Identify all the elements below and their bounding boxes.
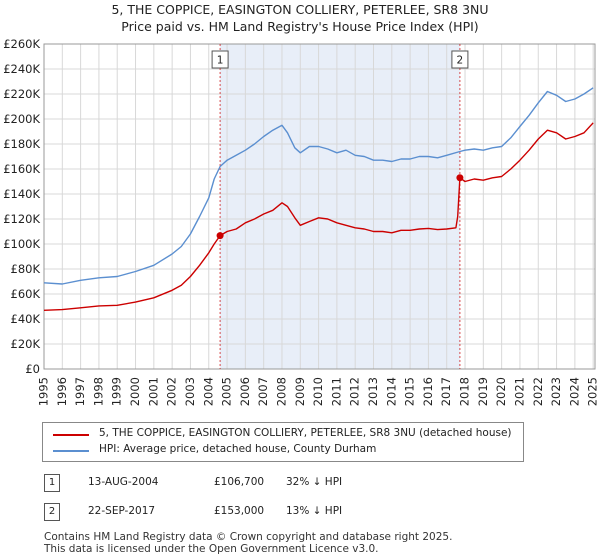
footer-copyright: Contains HM Land Registry data © Crown c… bbox=[44, 531, 453, 543]
x-tick-label: 2016 bbox=[421, 377, 435, 406]
chart-subtitle: Price paid vs. HM Land Registry's House … bbox=[121, 19, 479, 34]
legend-swatch-hpi bbox=[53, 450, 89, 452]
x-tick-label: 2010 bbox=[311, 377, 325, 406]
legend-label-property: 5, THE COPPICE, EASINGTON COLLIERY, PETE… bbox=[99, 427, 512, 439]
y-tick-label: £100K bbox=[3, 237, 40, 251]
y-tick-label: £20K bbox=[11, 337, 41, 351]
x-tick-label: 2023 bbox=[549, 377, 563, 406]
sale-marker-box bbox=[451, 50, 469, 69]
x-tick-label: 1999 bbox=[110, 377, 124, 406]
x-tick-label: 2009 bbox=[293, 377, 307, 406]
legend-swatch-property bbox=[53, 434, 89, 436]
x-tick-label: 1995 bbox=[37, 377, 51, 406]
sale-date: 22-SEP-2017 bbox=[88, 505, 156, 517]
x-tick-label: 1997 bbox=[73, 377, 87, 406]
plot-border bbox=[43, 43, 596, 370]
y-tick-label: £140K bbox=[3, 187, 40, 201]
y-tick-label: £220K bbox=[3, 87, 40, 101]
y-tick-label: £160K bbox=[3, 162, 40, 176]
x-tick-label: 2014 bbox=[384, 377, 398, 406]
sale-badge: 2 bbox=[44, 503, 60, 521]
x-tick-label: 2006 bbox=[238, 377, 252, 406]
y-tick-label: £0 bbox=[25, 362, 40, 376]
x-tick-label: 2020 bbox=[494, 377, 508, 406]
legend-label-hpi: HPI: Average price, detached house, Coun… bbox=[99, 443, 377, 455]
x-tick-label: 2005 bbox=[220, 377, 234, 406]
sale-hpi-diff: 13% ↓ HPI bbox=[286, 505, 343, 517]
price-chart: £0 £20K £40K £60K £80K £100K £120K £140K £160K £1… bbox=[3, 37, 600, 406]
sale-point bbox=[456, 174, 464, 182]
sale-price: £153,000 bbox=[214, 505, 265, 517]
y-tick-label: £80K bbox=[11, 262, 41, 276]
sale-point bbox=[216, 232, 224, 240]
sale-badge: 1 bbox=[44, 474, 60, 492]
x-tick-label: 2011 bbox=[329, 377, 343, 406]
shaded-period bbox=[220, 44, 460, 369]
x-tick-label: 2004 bbox=[201, 377, 215, 406]
chart-title: 5, THE COPPICE, EASINGTON COLLIERY, PETE… bbox=[111, 2, 489, 17]
y-tick-label: £120K bbox=[3, 212, 40, 226]
x-tick-label: 2000 bbox=[128, 377, 142, 406]
sale-price: £106,700 bbox=[214, 476, 265, 488]
y-tick-label: £240K bbox=[3, 62, 40, 76]
legend: 5, THE COPPICE, EASINGTON COLLIERY, PETE… bbox=[42, 422, 524, 462]
x-tick-label: 2001 bbox=[146, 377, 160, 406]
sale-marker-label: 1 bbox=[217, 55, 224, 67]
hpi-line bbox=[43, 87, 594, 285]
y-tick-label: £200K bbox=[3, 112, 40, 126]
x-tick-label: 2022 bbox=[531, 377, 545, 406]
y-tick-label: £60K bbox=[11, 287, 41, 301]
x-tick-label: 2021 bbox=[512, 377, 526, 406]
x-tick-label: 2015 bbox=[403, 377, 417, 406]
x-tick-label: 2002 bbox=[165, 377, 179, 406]
x-tick-label: 2008 bbox=[274, 377, 288, 406]
x-tick-label: 2012 bbox=[348, 377, 362, 406]
sale-hpi-diff: 32% ↓ HPI bbox=[286, 476, 343, 488]
footer-licence: This data is licensed under the Open Gov… bbox=[44, 543, 379, 555]
x-tick-label: 1996 bbox=[55, 377, 69, 406]
x-tick-label: 2025 bbox=[586, 377, 600, 406]
x-tick-label: 2007 bbox=[256, 377, 270, 406]
x-tick-label: 2024 bbox=[567, 377, 581, 406]
y-tick-label: £180K bbox=[3, 137, 40, 151]
x-tick-label: 2019 bbox=[476, 377, 490, 406]
x-tick-label: 2003 bbox=[183, 377, 197, 406]
x-tick-label: 2018 bbox=[458, 377, 472, 406]
y-tick-label: £260K bbox=[3, 37, 40, 51]
property-price-line bbox=[43, 122, 594, 311]
x-tick-label: 2013 bbox=[366, 377, 380, 406]
sale-marker-label: 2 bbox=[457, 55, 464, 67]
sale-marker-box bbox=[211, 50, 229, 69]
sale-date: 13-AUG-2004 bbox=[88, 476, 159, 488]
y-tick-label: £40K bbox=[11, 312, 41, 326]
x-tick-label: 1998 bbox=[91, 377, 105, 406]
x-tick-label: 2017 bbox=[439, 377, 453, 406]
